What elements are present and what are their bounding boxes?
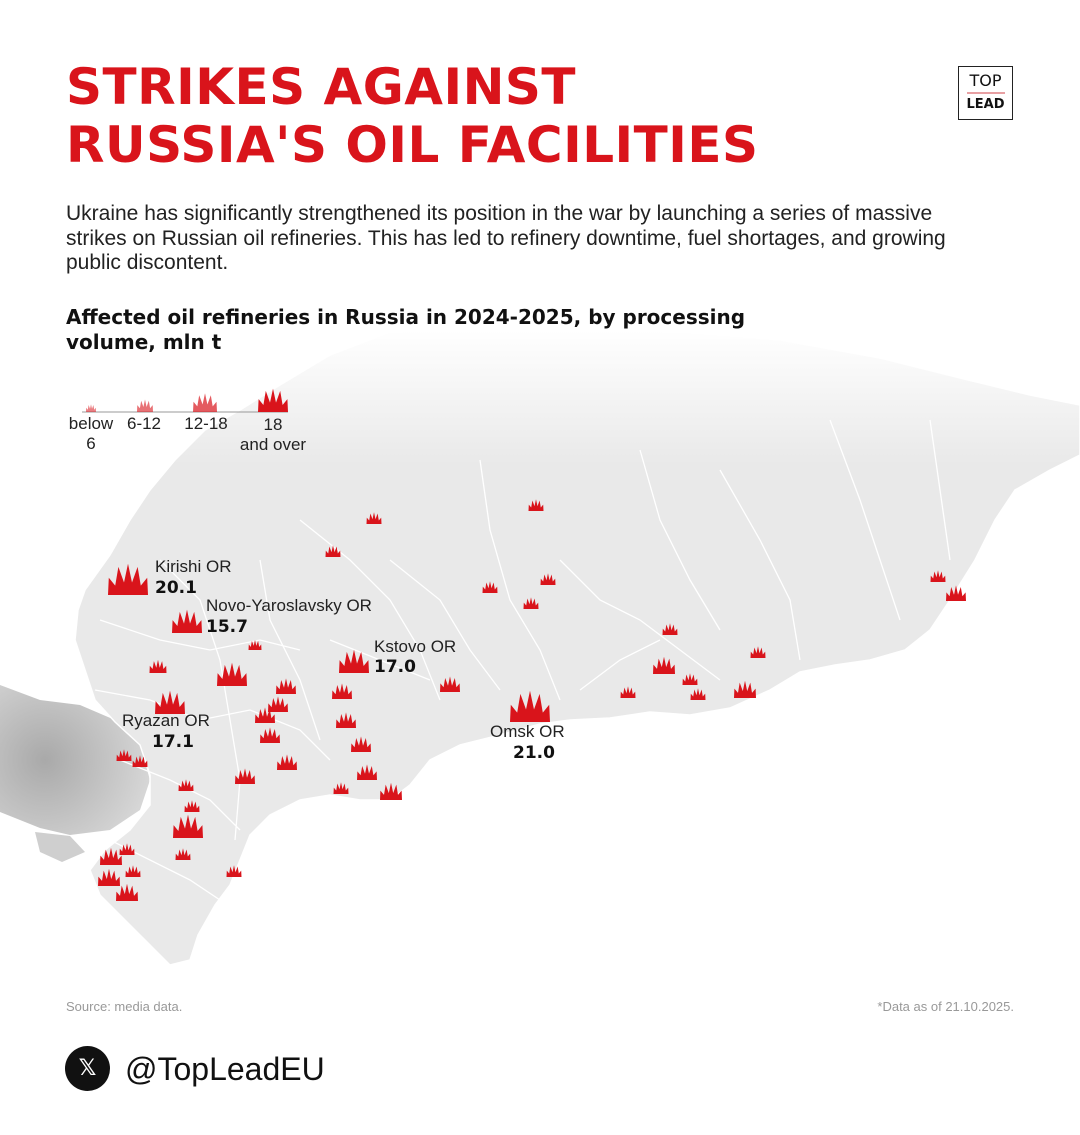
kirishi-label: Kirishi OR xyxy=(155,557,232,576)
refinery-marker xyxy=(380,782,402,800)
data-date-note: *Data as of 21.10.2025. xyxy=(877,999,1014,1014)
refinery-marker xyxy=(930,570,946,582)
refinery-marker xyxy=(277,754,297,770)
refinery-marker xyxy=(620,686,636,698)
novo-yaroslavsky-value: 15.7 xyxy=(206,617,248,637)
refinery-marker xyxy=(119,843,135,855)
refinery-marker xyxy=(132,755,148,767)
refinery-marker xyxy=(125,865,141,877)
refinery-marker xyxy=(662,623,678,635)
refinery-marker xyxy=(226,865,242,877)
russia-map xyxy=(0,330,1080,966)
flame-omsk xyxy=(510,690,550,722)
refinery-marker xyxy=(653,656,675,674)
kstovo-value: 17.0 xyxy=(374,657,416,677)
chart-heading: Affected oil refineries in Russia in 202… xyxy=(66,305,746,354)
refinery-marker xyxy=(173,814,203,838)
ryazan-value: 17.1 xyxy=(152,732,194,752)
refinery-marker xyxy=(528,499,544,511)
legend-label-12-18: 12-18 xyxy=(184,414,228,433)
refinery-marker xyxy=(276,678,296,694)
refinery-marker xyxy=(217,662,247,686)
flame-novo-yaroslavsky xyxy=(172,609,202,633)
legend-label-18-over: 18 and over xyxy=(239,415,307,454)
legend-flame-18-over xyxy=(258,388,288,412)
refinery-marker xyxy=(690,688,706,700)
refinery-marker xyxy=(149,659,167,673)
legend-label-6-12: 6-12 xyxy=(126,414,162,433)
refinery-marker xyxy=(440,676,460,692)
refinery-marker xyxy=(682,673,698,685)
source-note: Source: media data. xyxy=(66,999,183,1014)
flame-kirishi xyxy=(108,563,148,595)
refinery-marker xyxy=(175,848,191,860)
refinery-marker xyxy=(116,749,132,761)
refinery-marker xyxy=(255,707,275,723)
page-title: STRIKES AGAINST RUSSIA'S OIL FACILITIES xyxy=(66,58,759,174)
ukraine-area xyxy=(0,685,150,835)
x-logo-icon[interactable]: 𝕏 xyxy=(65,1046,110,1091)
refinery-marker xyxy=(100,847,122,865)
refinery-marker xyxy=(235,768,255,784)
refinery-marker xyxy=(366,512,382,524)
logo-top-text: TOP xyxy=(969,71,1002,90)
logo-divider xyxy=(966,92,1005,94)
kirishi-value: 20.1 xyxy=(155,578,197,598)
refinery-marker xyxy=(260,727,280,743)
refinery-marker xyxy=(332,683,352,699)
ryazan-label: Ryazan OR xyxy=(122,711,210,730)
refinery-marker xyxy=(482,581,498,593)
refinery-marker xyxy=(333,782,349,794)
refinery-marker xyxy=(336,712,356,728)
legend-flame-below-6 xyxy=(86,404,96,412)
refinery-marker xyxy=(98,868,120,886)
refinery-marker xyxy=(351,736,371,752)
flame-ryazan xyxy=(155,690,185,714)
refinery-marker xyxy=(178,779,194,791)
refinery-marker xyxy=(946,585,966,601)
refinery-marker xyxy=(540,573,556,585)
novo-yaroslavsky-label: Novo-Yaroslavsky OR xyxy=(206,596,372,615)
refinery-marker xyxy=(523,597,539,609)
refinery-marker xyxy=(116,883,138,901)
refinery-marker xyxy=(325,545,341,557)
legend-flame-6-12 xyxy=(137,399,153,412)
flame-kstovo xyxy=(339,649,369,673)
omsk-value: 21.0 xyxy=(513,743,555,763)
refinery-marker xyxy=(268,696,288,712)
legend-flame-12-18 xyxy=(193,393,217,412)
refinery-marker xyxy=(357,764,377,780)
refinery-marker xyxy=(750,646,766,658)
refinery-marker xyxy=(734,680,756,698)
intro-text: Ukraine has significantly strengthened i… xyxy=(66,202,946,274)
toplead-logo: TOP LEAD xyxy=(958,66,1013,120)
social-handle[interactable]: @TopLeadEU xyxy=(125,1051,325,1087)
logo-bottom-text: LEAD xyxy=(966,97,1005,112)
refinery-marker xyxy=(184,800,200,812)
crimea-area xyxy=(35,832,85,862)
legend-label-below-6: below 6 xyxy=(68,414,114,453)
refinery-markers xyxy=(86,388,966,901)
refinery-marker xyxy=(248,639,262,650)
kstovo-label: Kstovo OR xyxy=(374,637,457,656)
omsk-label: Omsk OR xyxy=(490,722,565,741)
